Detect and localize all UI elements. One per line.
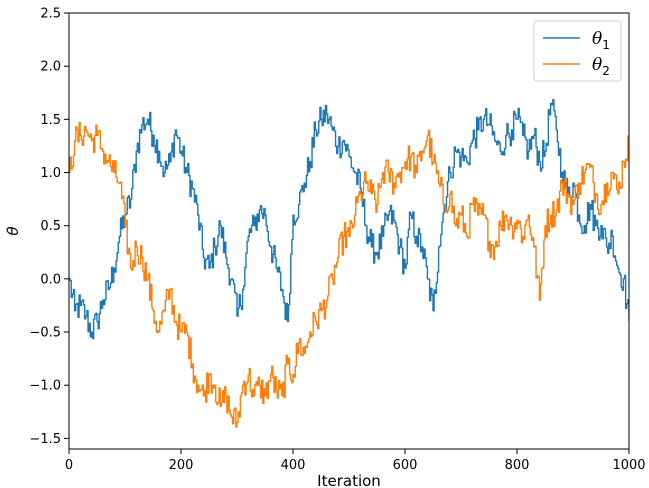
legend-label-1: θ1 — [592, 29, 610, 52]
x-tick-label: 400 — [281, 458, 306, 473]
x-axis: 0 200 400 600 800 1000 — [65, 449, 646, 473]
series-layer — [69, 98, 629, 428]
y-axis-label: θ — [4, 226, 22, 235]
y-tick-label: −1.5 — [29, 432, 61, 447]
legend-label-2: θ2 — [592, 55, 610, 78]
legend-box — [533, 20, 622, 82]
y-tick-label: 2.5 — [40, 7, 61, 22]
y-tick-label: 1.0 — [40, 166, 61, 181]
x-tick-label: 200 — [169, 458, 194, 473]
x-tick-label: 800 — [505, 458, 530, 473]
x-tick-label: 600 — [393, 458, 418, 473]
y-tick-label: 0.0 — [40, 272, 61, 287]
x-axis-label: Iteration — [317, 472, 381, 488]
y-axis: −1.5 −1.0 −0.5 0.0 0.5 1.0 1.5 2.0 2.5 — [29, 7, 69, 447]
x-tick-label: 1000 — [612, 458, 645, 473]
plot-frame — [68, 12, 630, 450]
x-tick-label: 0 — [65, 458, 73, 473]
series-line-1 — [69, 98, 629, 340]
y-tick-label: 2.0 — [40, 60, 61, 75]
y-tick-label: −0.5 — [29, 326, 61, 341]
series-line-2 — [69, 121, 629, 428]
y-tick-label: 0.5 — [40, 219, 61, 234]
y-tick-label: 1.5 — [40, 113, 61, 128]
y-tick-label: −1.0 — [29, 379, 61, 394]
